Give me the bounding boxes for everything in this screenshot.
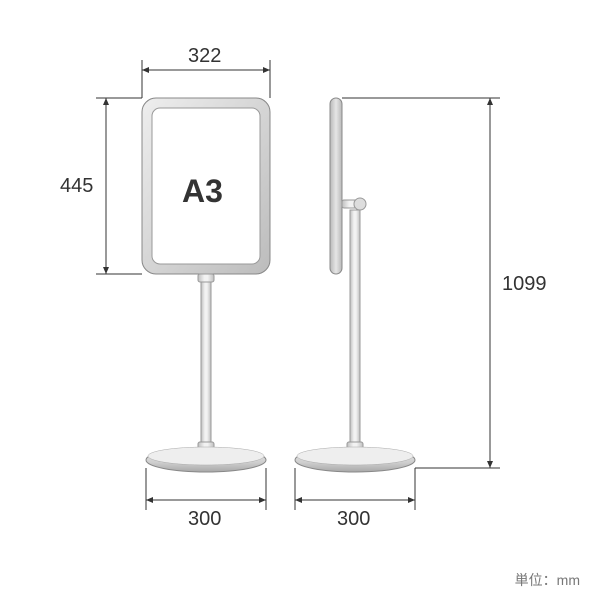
dim-base-front-value: 300: [188, 508, 221, 530]
front-base-top: [148, 447, 264, 465]
dim-panel-width-value: 322: [188, 45, 221, 67]
side-pole: [350, 210, 360, 450]
front-pole-collar: [198, 274, 214, 282]
panel-size-label: A3: [182, 173, 223, 209]
dim-panel-width: 322: [142, 45, 270, 98]
front-pole: [201, 274, 211, 450]
dim-total-height-value: 1099: [502, 273, 547, 295]
side-base-top: [297, 447, 413, 465]
dim-base-width-side: 300: [295, 468, 415, 530]
side-panel-edge: [330, 98, 342, 274]
unit-label: 単位：mm: [515, 570, 580, 590]
dim-total-height: 1099: [342, 98, 547, 468]
dim-base-width-front: 300: [146, 468, 266, 530]
dim-panel-height: 445: [60, 98, 142, 274]
side-view: [295, 98, 415, 472]
dim-panel-height-value: 445: [60, 175, 93, 197]
dimension-drawing: A3 322 445: [0, 0, 600, 560]
side-bracket-knob: [354, 198, 366, 210]
dim-base-side-value: 300: [337, 508, 370, 530]
front-view: A3: [142, 98, 270, 472]
